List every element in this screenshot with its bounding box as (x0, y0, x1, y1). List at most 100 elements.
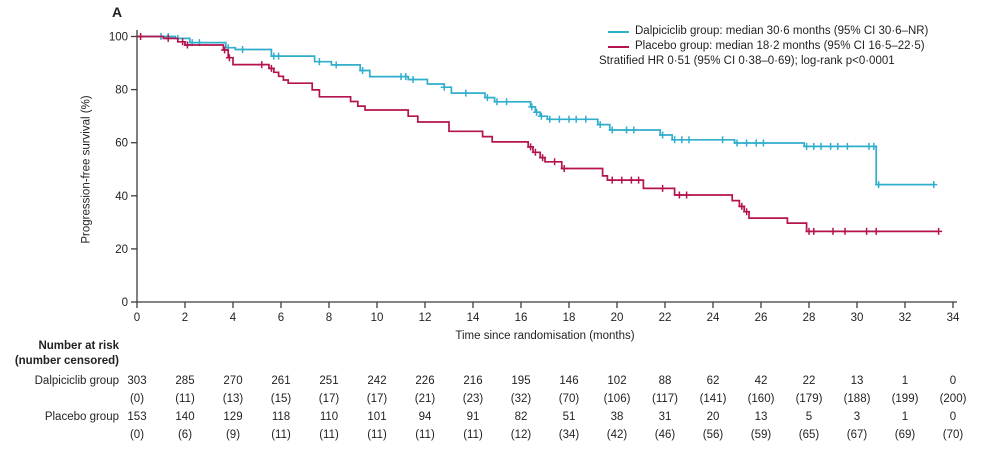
risk-censored-value: (6) (177, 429, 193, 441)
y-tick-label: 80 (115, 85, 128, 97)
risk-row-label-dalpiciclib: Dalpiciclib group (34, 375, 119, 387)
risk-at-risk-value: 285 (175, 375, 195, 387)
risk-at-risk-value: 270 (223, 375, 243, 387)
risk-at-risk-value: 94 (418, 411, 432, 423)
risk-censored-value: (188) (843, 393, 871, 405)
x-axis-title: Time since randomisation (months) (455, 330, 635, 342)
x-tick-label: 24 (707, 312, 720, 324)
risk-censored-value: (65) (798, 429, 820, 441)
risk-censored-value: (9) (225, 429, 241, 441)
x-tick-label: 12 (419, 312, 432, 324)
risk-at-risk-value: 5 (805, 411, 813, 423)
risk-censored-value: (56) (702, 429, 724, 441)
risk-at-risk-value: 88 (658, 375, 672, 387)
legend-entry-placebo: Placebo group: median 18·2 months (95% C… (599, 39, 928, 54)
y-tick-label: 60 (115, 138, 128, 150)
x-tick-label: 14 (467, 312, 480, 324)
risk-censored-value: (160) (747, 393, 775, 405)
risk-at-risk-value: 195 (511, 375, 531, 387)
x-tick-label: 16 (515, 312, 528, 324)
risk-at-risk-value: 110 (319, 411, 339, 423)
placebo-line-swatch (608, 45, 629, 48)
risk-at-risk-value: 251 (319, 375, 339, 387)
risk-censored-value: (21) (414, 393, 436, 405)
risk-censored-value: (15) (270, 393, 292, 405)
risk-censored-value: (11) (415, 429, 435, 441)
y-tick-label: 20 (115, 244, 128, 256)
y-tick-label: 100 (109, 32, 128, 44)
panel-label: A (112, 4, 123, 20)
risk-censored-value: (179) (795, 393, 823, 405)
x-tick-label: 20 (611, 312, 624, 324)
risk-at-risk-value: 22 (802, 375, 816, 387)
risk-at-risk-value: 38 (610, 411, 624, 423)
stratified-hr-note: Stratified HR 0·51 (95% CI 0·38–0·69); l… (599, 55, 895, 67)
dalpiciclib-line-swatch (608, 30, 629, 33)
y-tick-label: 40 (115, 191, 128, 203)
risk-censored-value: (141) (699, 393, 727, 405)
risk-table-header-line2: (number censored) (14, 355, 119, 367)
x-tick-label: 28 (803, 312, 816, 324)
x-tick-label: 22 (659, 312, 672, 324)
censor-ticks-placebo (137, 33, 943, 235)
risk-at-risk-value: 1 (901, 411, 909, 423)
legend-label-placebo: Placebo group: median 18·2 months (95% C… (635, 40, 925, 52)
risk-at-risk-value: 102 (607, 375, 627, 387)
risk-censored-value: (46) (654, 429, 676, 441)
risk-censored-value: (69) (894, 429, 916, 441)
x-tick-label: 32 (899, 312, 912, 324)
x-tick-label: 34 (947, 312, 960, 324)
risk-row-label-placebo: Placebo group (44, 411, 119, 423)
risk-at-risk-value: 140 (175, 411, 195, 423)
risk-censored-value: (11) (319, 429, 339, 441)
risk-at-risk-value: 153 (127, 411, 147, 423)
risk-at-risk-value: 31 (658, 411, 672, 423)
legend-label-dalpiciclib: Dalpiciclib group: median 30·6 months (9… (635, 25, 929, 37)
risk-at-risk-value: 101 (367, 411, 387, 423)
risk-censored-value: (17) (318, 393, 340, 405)
risk-at-risk-value: 1 (901, 375, 909, 387)
x-tick-label: 18 (563, 312, 576, 324)
legend-note: Stratified HR 0·51 (95% CI 0·38–0·69); l… (599, 54, 928, 69)
risk-at-risk-value: 129 (223, 411, 243, 423)
risk-at-risk-value: 62 (706, 375, 720, 387)
risk-at-risk-value: 226 (415, 375, 435, 387)
x-tick-label: 6 (278, 312, 284, 324)
x-tick-label: 10 (371, 312, 384, 324)
x-tick-label: 0 (134, 312, 140, 324)
risk-at-risk-value: 82 (514, 411, 528, 423)
risk-censored-value: (67) (846, 429, 868, 441)
x-tick-label: 8 (326, 312, 332, 324)
risk-censored-value: (11) (463, 429, 483, 441)
risk-censored-value: (13) (222, 393, 244, 405)
risk-at-risk-value: 13 (754, 411, 768, 423)
risk-censored-value: (199) (891, 393, 919, 405)
risk-censored-value: (11) (271, 429, 291, 441)
risk-at-risk-value: 51 (562, 411, 576, 423)
risk-at-risk-value: 242 (367, 375, 387, 387)
risk-censored-value: (17) (366, 393, 388, 405)
risk-censored-value: (0) (129, 393, 145, 405)
risk-censored-value: (34) (558, 429, 580, 441)
risk-at-risk-value: 3 (853, 411, 861, 423)
x-tick-label: 30 (851, 312, 864, 324)
risk-censored-value: (11) (367, 429, 387, 441)
risk-at-risk-value: 13 (850, 375, 864, 387)
risk-at-risk-value: 91 (466, 411, 480, 423)
risk-censored-value: (106) (603, 393, 631, 405)
risk-censored-value: (32) (510, 393, 532, 405)
risk-at-risk-value: 0 (949, 375, 957, 387)
risk-censored-value: (12) (510, 429, 532, 441)
legend-entry-dalpiciclib: Dalpiciclib group: median 30·6 months (9… (599, 24, 928, 39)
x-tick-label: 2 (182, 312, 188, 324)
risk-censored-value: (70) (942, 429, 964, 441)
risk-censored-value: (42) (606, 429, 628, 441)
risk-at-risk-value: 261 (271, 375, 291, 387)
risk-censored-value: (200) (939, 393, 967, 405)
legend: Dalpiciclib group: median 30·6 months (9… (599, 24, 928, 69)
risk-censored-value: (117) (652, 393, 678, 405)
risk-at-risk-value: 118 (271, 411, 291, 423)
